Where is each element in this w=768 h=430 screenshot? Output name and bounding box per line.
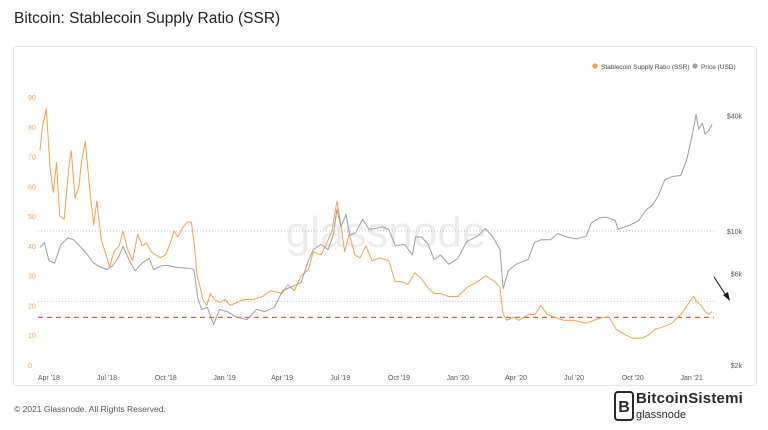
x-tick-label: Oct '20 — [622, 375, 644, 382]
legend-marker-ssr — [592, 63, 598, 69]
x-tick-label: Jan '21 — [680, 375, 702, 382]
y-right-tick-label: $40k — [727, 114, 743, 121]
annotation-arrowhead — [723, 292, 730, 301]
ssr-series-line — [39, 108, 713, 339]
y-left-tick-label: 50 — [28, 214, 36, 221]
price-series-line — [39, 114, 713, 326]
y-left-tick-label: 20 — [28, 303, 36, 310]
y-right-tick-label: $10k — [727, 229, 743, 236]
y-right-tick-label: $6k — [731, 272, 743, 279]
svg-text:B: B — [618, 399, 630, 416]
legend-label-ssr: Stablecoin Supply Ratio (SSR) — [601, 64, 690, 71]
brand-name: BitcoinSistemi — [636, 390, 743, 407]
brand-subtitle: glassnode — [636, 409, 687, 421]
y-left-tick-label: 70 — [28, 155, 36, 162]
y-left-tick-label: 10 — [28, 333, 36, 340]
ssr-chart: glassnode 0 10 20 30 40 50 60 70 80 90 $2k $6k $10k $… — [28, 63, 743, 382]
copyright-footer: © 2021 Glassnode. All Rights Reserved. — [14, 404, 166, 414]
y-left-tick-label: 90 — [28, 95, 36, 102]
legend-label-price: Price (USD) — [701, 64, 736, 71]
chart-frame: glassnode 0 10 20 30 40 50 60 70 80 90 $2k $6k $10k $… — [13, 46, 757, 386]
y-left-tick-label: 0 — [28, 363, 32, 370]
x-tick-label: Apr '19 — [271, 375, 293, 382]
annotation-arrow-line — [713, 276, 728, 298]
bitcoin-logo-icon: B — [614, 391, 634, 421]
x-tick-label: Oct '18 — [155, 375, 177, 382]
x-tick-label: Oct '19 — [388, 375, 410, 382]
x-tick-label: Jan '20 — [447, 375, 469, 382]
x-tick-label: Jan '19 — [213, 375, 235, 382]
y-left-tick-label: 60 — [28, 184, 36, 191]
x-tick-label: Jul '18 — [97, 375, 117, 382]
watermark-text: glassnode — [286, 208, 487, 257]
y-left-tick-label: 40 — [28, 244, 36, 251]
y-left-tick-label: 30 — [28, 274, 36, 281]
y-left-tick-label: 80 — [28, 125, 36, 132]
page-title: Bitcoin: Stablecoin Supply Ratio (SSR) — [14, 10, 281, 27]
x-tick-label: Apr '20 — [505, 375, 527, 382]
y-right-tick-label: $2k — [731, 363, 743, 370]
x-tick-label: Apr '18 — [38, 375, 60, 382]
legend-marker-price — [692, 63, 698, 69]
x-tick-label: Jul '19 — [330, 375, 350, 382]
bitcoinsistemi-logo: B BitcoinSistemi glassnode — [610, 388, 760, 426]
x-tick-label: Jul '20 — [564, 375, 584, 382]
